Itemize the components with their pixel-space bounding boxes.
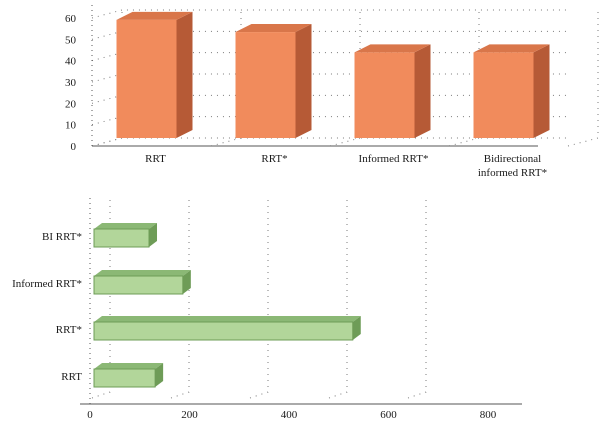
- x-gridline: [328, 200, 348, 399]
- y-tick-label: 10: [65, 120, 77, 132]
- y-tick-label: 50: [65, 34, 77, 46]
- x-tick-label: 800: [480, 409, 497, 421]
- y-gridline: [91, 137, 568, 147]
- top-bar-chart: 0 10 20 30 40 50 60 RRT RRT* Informed RRT* Bidirec…: [65, 4, 599, 179]
- bar-rrt: [116, 11, 193, 138]
- x-category-label: RRT: [145, 153, 166, 165]
- x-gridline: [249, 200, 269, 399]
- bar-rrt: [93, 363, 164, 388]
- y-category-label: Informed RRT*: [12, 278, 82, 290]
- bar-bi-rrt-star: [93, 223, 158, 248]
- bar-rrt-star: [93, 316, 361, 341]
- x-gridline: [567, 10, 599, 147]
- y-category-label: RRT: [61, 371, 82, 383]
- bar-informed-rrt-star: [354, 44, 431, 138]
- y-tick-label: 30: [65, 77, 77, 89]
- x-category-label: informed RRT*: [478, 167, 547, 179]
- y-tick-label: 0: [71, 141, 77, 153]
- x-category-label: Bidirectional: [484, 153, 541, 165]
- y-category-label: BI RRT*: [42, 231, 82, 243]
- y-category-label: RRT*: [56, 324, 82, 336]
- y-tick-label: 60: [65, 13, 77, 25]
- x-tick-label: 400: [281, 409, 298, 421]
- x-tick-label: 0: [87, 409, 93, 421]
- y-tick-label: 20: [65, 98, 77, 110]
- x-category-label: RRT*: [261, 153, 287, 165]
- bar-informed-rrt-star: [93, 270, 191, 295]
- x-category-label: Informed RRT*: [359, 153, 429, 165]
- x-tick-label: 600: [380, 409, 397, 421]
- bar-bidirectional-informed-rrt-star: [473, 44, 550, 138]
- x-gridline: [170, 200, 190, 399]
- x-gridline: [91, 200, 111, 399]
- bottom-bar-chart: 0 200 400 600 800 BI RRT* Informed RRT* RRT* RRT: [12, 198, 522, 421]
- bar-rrt-star: [235, 24, 312, 138]
- x-gridline: [407, 200, 427, 399]
- y-tick-label: 40: [65, 56, 77, 68]
- x-tick-label: 200: [181, 409, 198, 421]
